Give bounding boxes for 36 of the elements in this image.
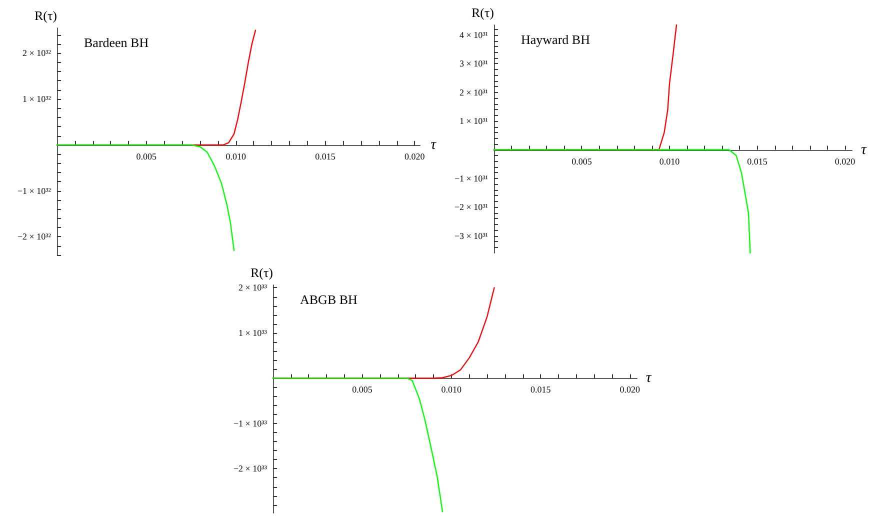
y-tick-label: −1 × 10³²: [17, 186, 52, 196]
x-tick-label: 0.005: [136, 151, 158, 162]
y-tick-label: 2 × 10³¹: [460, 87, 488, 98]
text: ABGB BH: [300, 292, 358, 307]
y-tick-label: −3 × 10³¹: [454, 230, 488, 241]
y-tick-label: −1 × 10³³: [233, 418, 268, 428]
x-tick-label: 0.005: [572, 156, 592, 166]
y-tick-label: 2 × 10³³: [238, 282, 268, 293]
y-axis-title: R(τ): [471, 5, 494, 20]
x-tick-label: 0.020: [620, 384, 640, 395]
y-axis-title: R(τ): [34, 8, 57, 23]
y-tick-label: 1 × 10³³: [238, 328, 268, 338]
x-tick-label: 0.020: [834, 156, 856, 166]
x-tick-label: 0.015: [530, 384, 552, 395]
y-tick-label: 1 × 10³¹: [460, 116, 488, 126]
x-tick-label: 0.005: [352, 384, 373, 395]
x-axis-title: τ: [646, 370, 652, 386]
x-axis-title: τ: [430, 136, 437, 153]
y-tick-label: −2 × 10³¹: [454, 202, 488, 212]
text: Bardeen BH: [84, 35, 149, 50]
y-axis-title: R(τ): [250, 265, 273, 280]
y-tick-label: −2 × 10³²: [17, 232, 52, 242]
y-tick-label: −1 × 10³¹: [454, 173, 488, 184]
x-axis-title: τ: [861, 142, 868, 158]
y-tick-label: 3 × 10³¹: [460, 58, 488, 69]
y-tick-label: 2 × 10³²: [22, 48, 52, 58]
x-tick-label: 0.015: [315, 151, 336, 162]
y-tick-label: 1 × 10³²: [22, 94, 52, 104]
x-tick-label: 0.010: [659, 156, 680, 166]
y-tick-label: −2 × 10³³: [233, 464, 268, 474]
x-tick-label: 0.010: [226, 151, 246, 162]
text: Hayward BH: [521, 32, 590, 47]
x-tick-label: 0.010: [441, 384, 462, 395]
x-tick-label: 0.020: [404, 151, 426, 162]
y-tick-label: 4 × 10³¹: [460, 30, 488, 40]
x-tick-label: 0.015: [747, 156, 768, 166]
